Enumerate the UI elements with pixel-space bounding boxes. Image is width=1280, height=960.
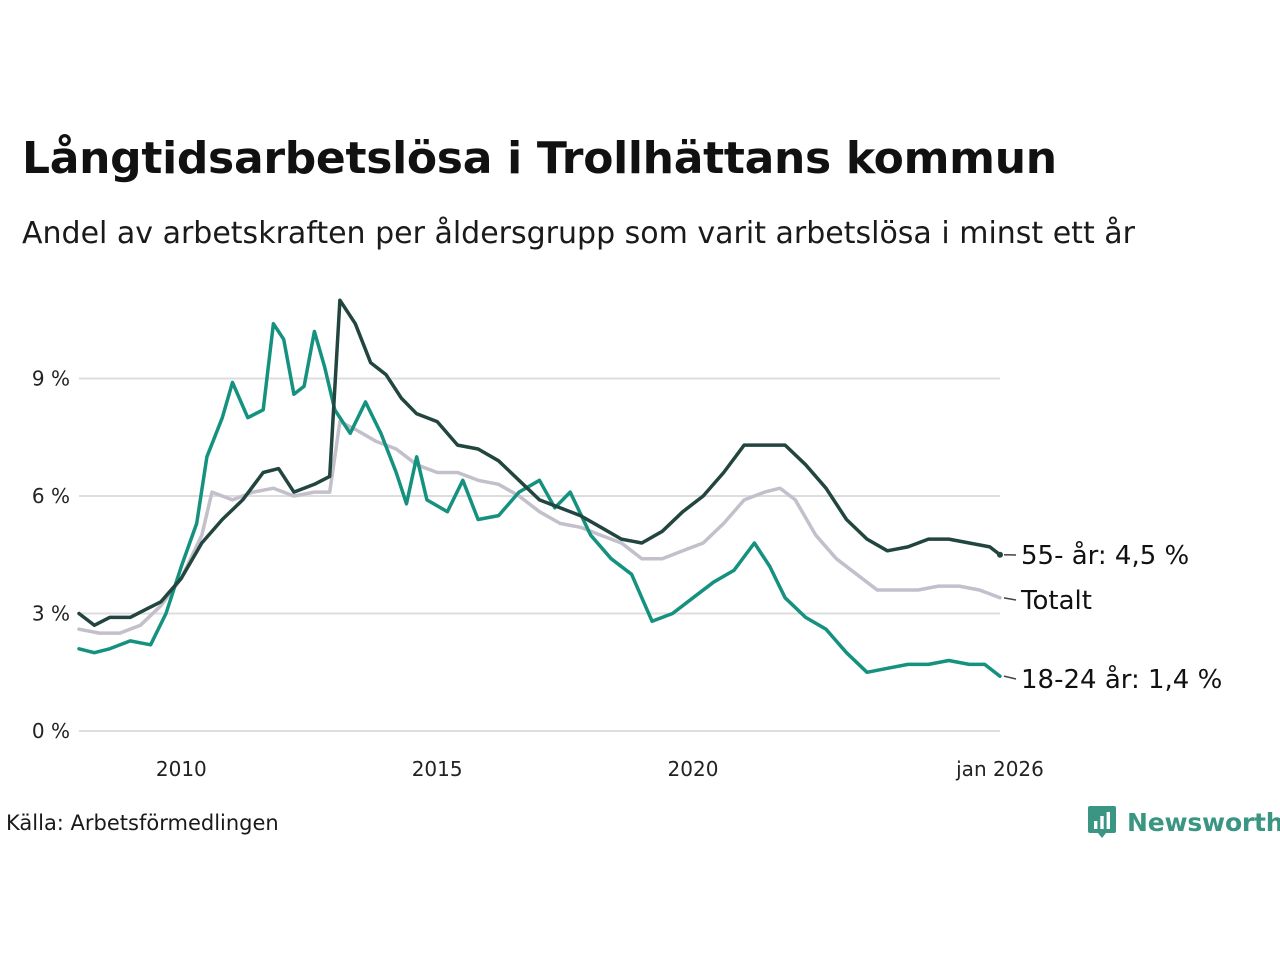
y-tick-label: 6 %: [32, 484, 70, 508]
source-note: Källa: Arbetsförmedlingen: [6, 811, 279, 835]
x-tick-label: jan 2026: [955, 757, 1044, 781]
y-axis-ticks: 0 % 3 % 6 % 9 %: [32, 367, 70, 744]
series-line-totalt: [77, 419, 1002, 635]
end-label-leader: [1003, 597, 1017, 601]
series-end-label: Totalt: [1020, 586, 1092, 616]
series-end-label: 18-24 år: 1,4 %: [1021, 664, 1222, 695]
grid-layer: [79, 377, 1000, 732]
y-tick-label: 3 %: [32, 602, 70, 626]
line-chart: 0 % 3 % 6 % 9 % 2010 2015 2020 jan 2026 55- år…: [32, 298, 1222, 781]
x-tick-label: 2015: [412, 757, 463, 781]
series-line-18-24-r: [77, 321, 1002, 678]
end-labels: 55- år: 4,5 % Totalt 18-24 år: 1,4 %: [1003, 540, 1222, 695]
y-tick-label: 0 %: [32, 719, 70, 743]
series-end-point: [997, 551, 1003, 558]
series-line-55-r: [77, 298, 1002, 628]
page-title: Långtidsarbetslösa i Trollhättans kommun: [22, 133, 1057, 184]
page-subtitle: Andel av arbetskraften per åldersgrupp s…: [22, 216, 1135, 251]
end-label-leader: [1003, 675, 1017, 680]
newsworthy-logo-icon: [1088, 806, 1116, 838]
series-end-label: 55- år: 4,5 %: [1021, 540, 1189, 571]
x-tick-label: 2020: [668, 757, 719, 781]
y-tick-label: 9 %: [32, 367, 70, 391]
brand-mark[interactable]: Newsworthy: [1087, 804, 1280, 840]
x-axis-ticks: 2010 2015 2020 jan 2026: [156, 757, 1044, 781]
brand-name: Newsworthy: [1127, 807, 1280, 837]
series-layer: [77, 298, 1003, 678]
x-tick-label: 2010: [156, 757, 207, 781]
